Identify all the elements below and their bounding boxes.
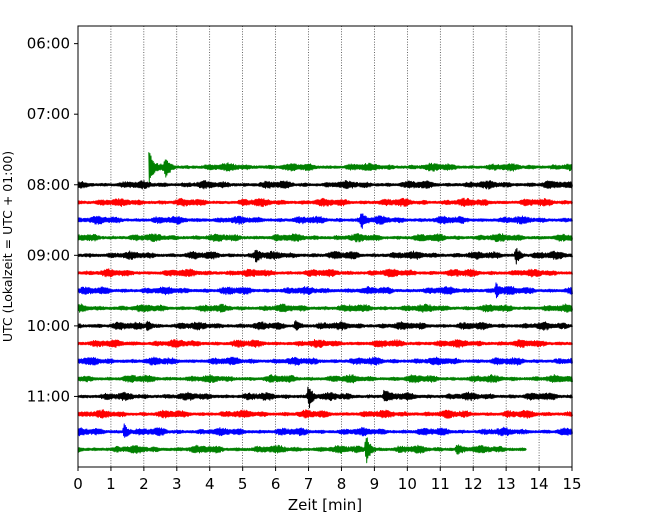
x-tick-label: 4: [205, 475, 215, 493]
trace-line: [77, 320, 573, 332]
y-tick-label: 11:00: [27, 387, 70, 405]
x-tick-label: 3: [172, 475, 182, 493]
x-tick-label: 2: [139, 475, 149, 493]
x-tick-label: 13: [497, 475, 516, 493]
y-axis: 06:00 07:00 08:00 09:00 10:00 11:00: [27, 35, 78, 405]
trace-line: [77, 409, 573, 419]
trace-line: [77, 180, 573, 190]
trace-line: [77, 233, 573, 243]
x-axis: 0 1 2 3 4 5 6 7 8 9 10 11 12 13 14 15: [73, 467, 582, 493]
y-axis-label: UTC (Lokalzeit = UTC + 01:00): [0, 151, 15, 342]
x-tick-label: 5: [238, 475, 248, 493]
y-tick-label: 08:00: [27, 176, 70, 194]
x-tick-label: 7: [304, 475, 314, 493]
y-tick-label: 09:00: [27, 246, 70, 264]
trace-line: [77, 213, 573, 229]
trace-line: [77, 423, 573, 438]
plot-frame: [77, 25, 573, 468]
y-tick-label: 07:00: [27, 105, 70, 123]
x-tick-label: 6: [271, 475, 281, 493]
x-tick-label: 9: [370, 475, 380, 493]
grid-lines: [110, 26, 540, 467]
x-tick-label: 0: [73, 475, 83, 493]
x-tick-label: 15: [562, 475, 581, 493]
x-tick-label: 1: [106, 475, 116, 493]
traces: [77, 152, 573, 464]
x-tick-label: 11: [431, 475, 450, 493]
trace-line: [77, 374, 573, 384]
x-tick-label: 10: [398, 475, 417, 493]
trace-line: [77, 247, 573, 265]
trace-line: [77, 356, 573, 366]
trace-line: [77, 282, 573, 299]
trace-line: [148, 152, 573, 183]
trace-line: [77, 437, 527, 464]
trace-line: [77, 303, 573, 313]
y-tick-label: 10:00: [27, 317, 70, 335]
trace-line: [77, 386, 573, 409]
trace-line: [77, 268, 573, 278]
x-tick-label: 14: [530, 475, 549, 493]
x-axis-label: Zeit [min]: [288, 496, 362, 514]
trace-line: [77, 197, 573, 208]
x-tick-label: 8: [337, 475, 347, 493]
y-tick-label: 06:00: [27, 35, 70, 53]
x-tick-label: 12: [464, 475, 483, 493]
trace-line: [77, 339, 573, 349]
